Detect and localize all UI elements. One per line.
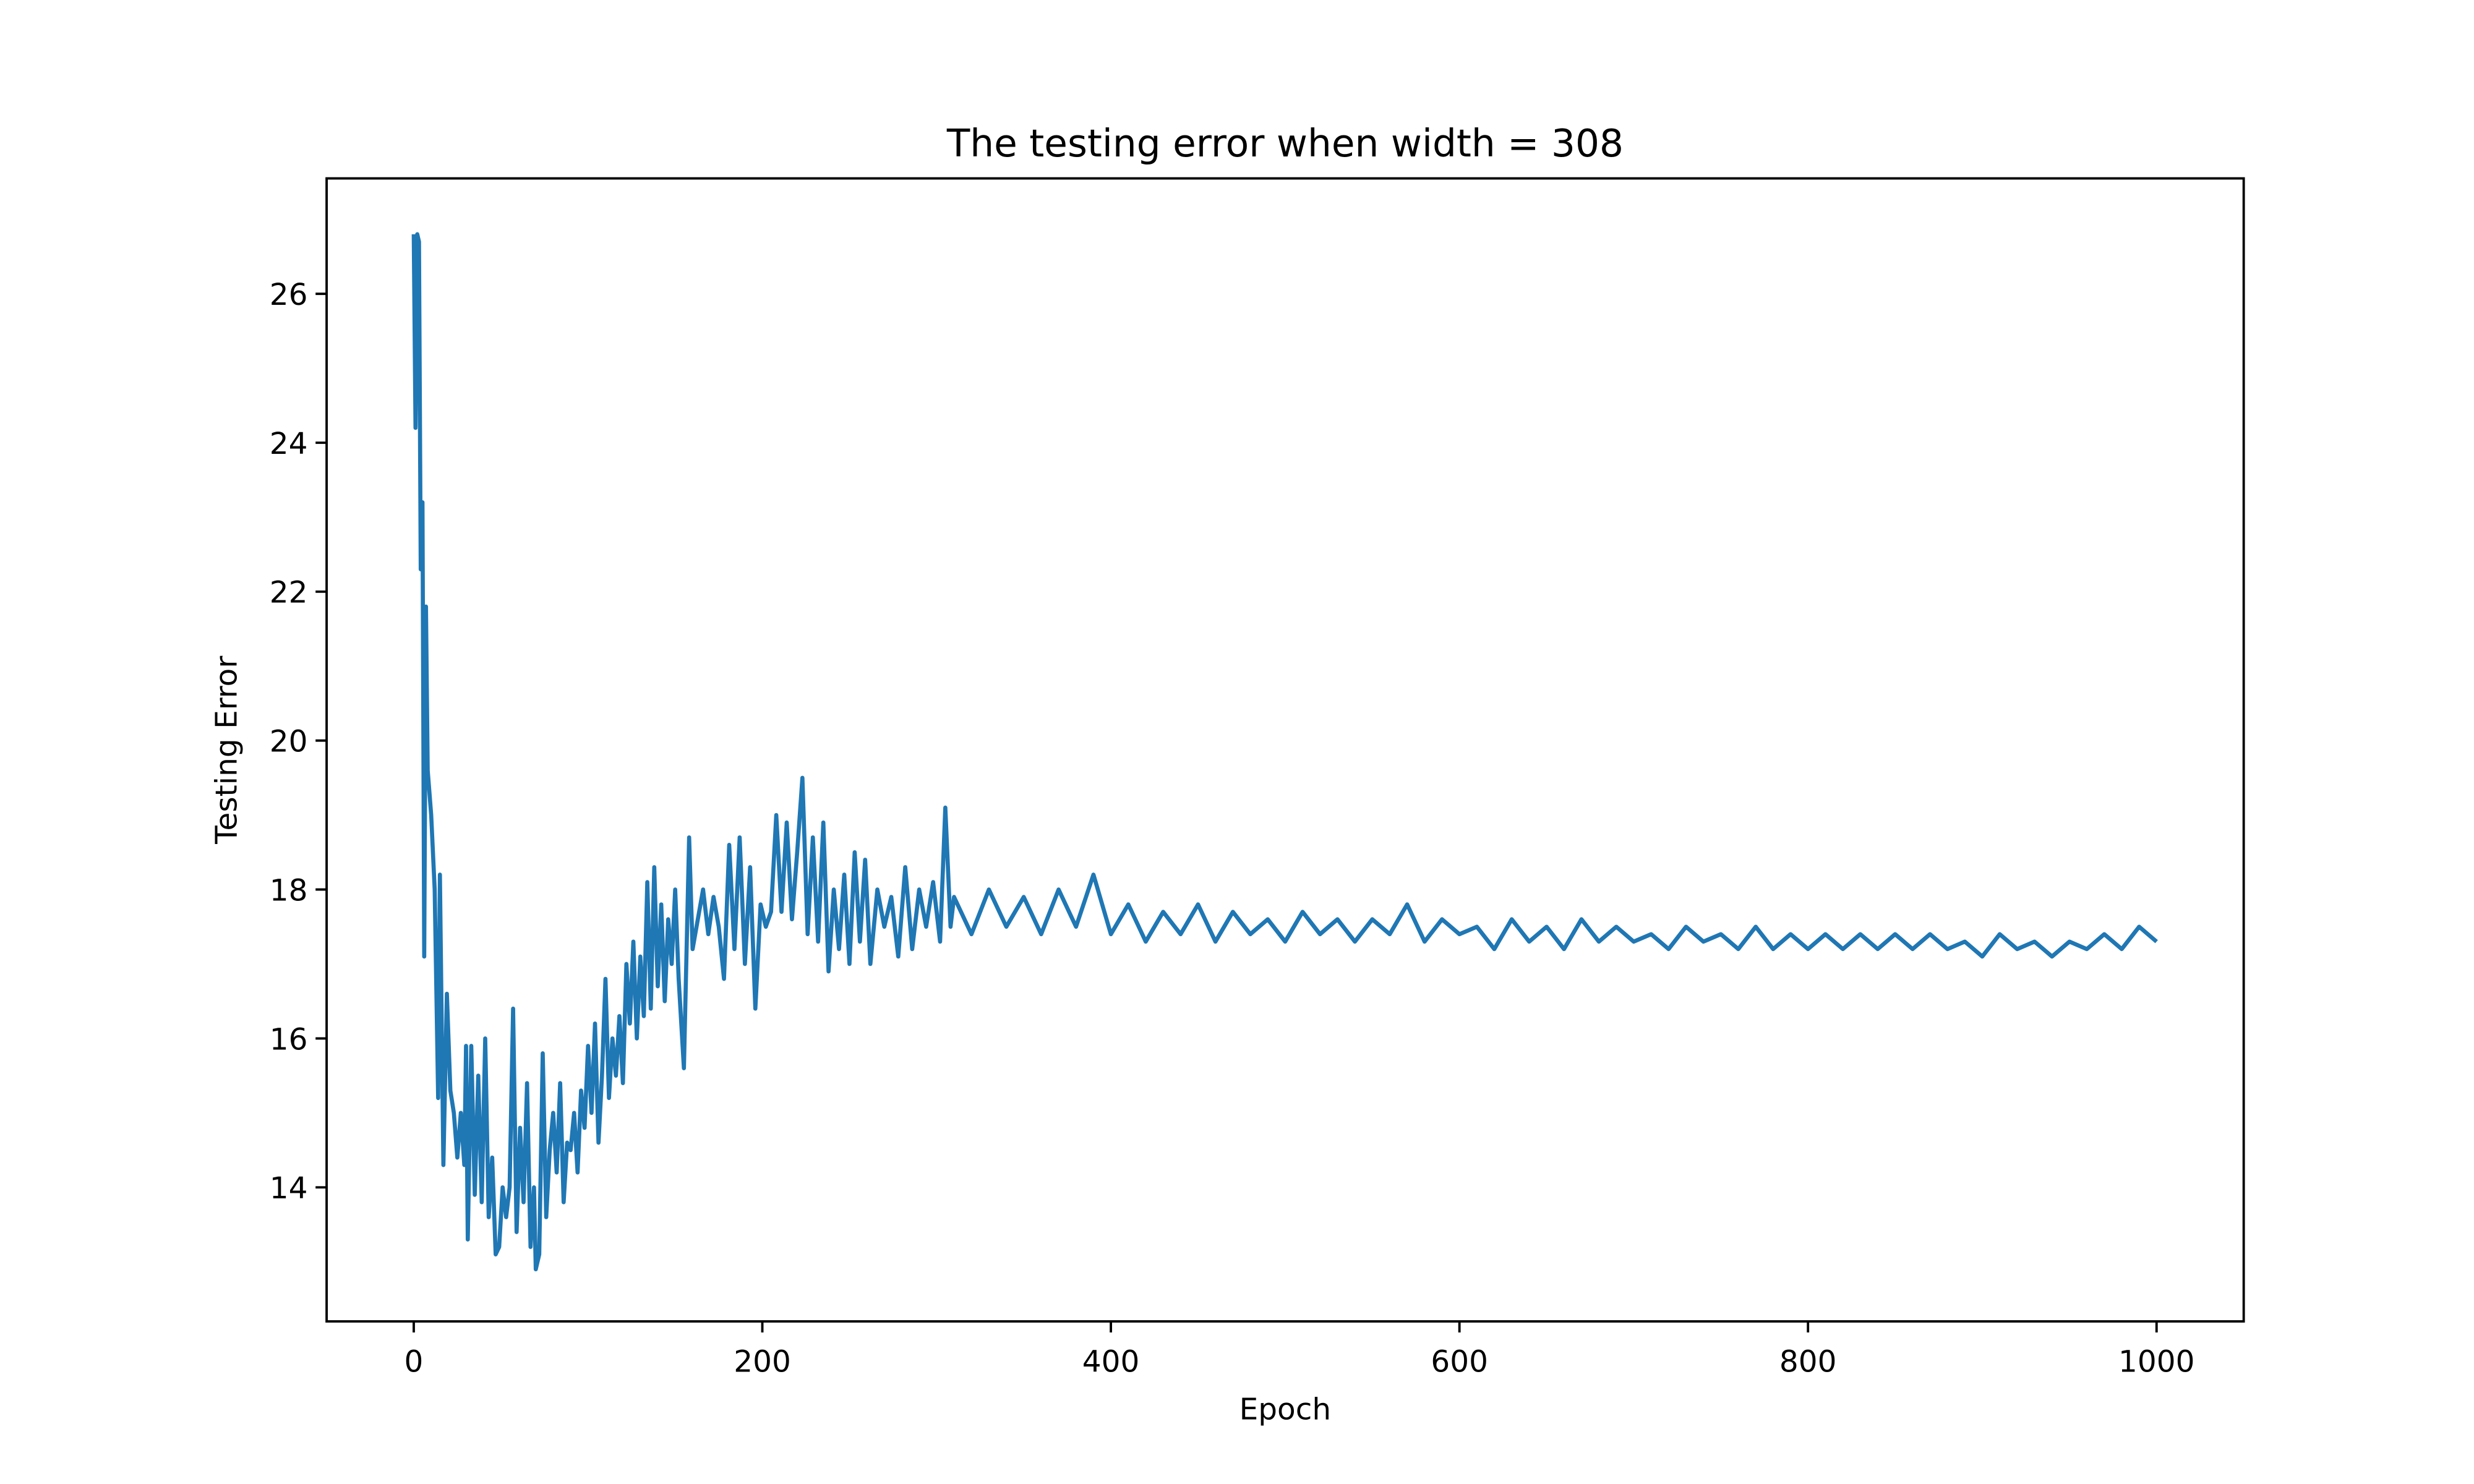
- y-tick-label: 26: [270, 278, 308, 312]
- y-tick-label: 22: [270, 576, 308, 610]
- y-tick-label: 18: [270, 873, 308, 908]
- data-line: [411, 232, 2158, 1272]
- y-tick-label: 14: [270, 1171, 308, 1206]
- plot-area: 0 200 400 600 800 1000 14 16 18 20 22 24 26: [270, 177, 2245, 1380]
- plot-frame: [325, 177, 2245, 1323]
- x-axis-label: Epoch: [1239, 1392, 1332, 1426]
- chart-title: The testing error when width = 308: [946, 122, 1624, 166]
- x-tick-label: 600: [1431, 1345, 1488, 1380]
- y-axis-label: Testing Error: [210, 656, 244, 845]
- x-tick-label: 400: [1082, 1345, 1140, 1380]
- x-tick-label: 0: [404, 1345, 424, 1380]
- background: [17, 0, 2457, 1484]
- y-tick-label: 20: [270, 725, 308, 759]
- x-tick-label: 800: [1779, 1345, 1837, 1380]
- x-tick-label: 200: [734, 1345, 791, 1380]
- y-tick-label: 24: [270, 427, 308, 461]
- y-tick-label: 16: [270, 1022, 308, 1057]
- x-tick-label: 1000: [2118, 1345, 2194, 1380]
